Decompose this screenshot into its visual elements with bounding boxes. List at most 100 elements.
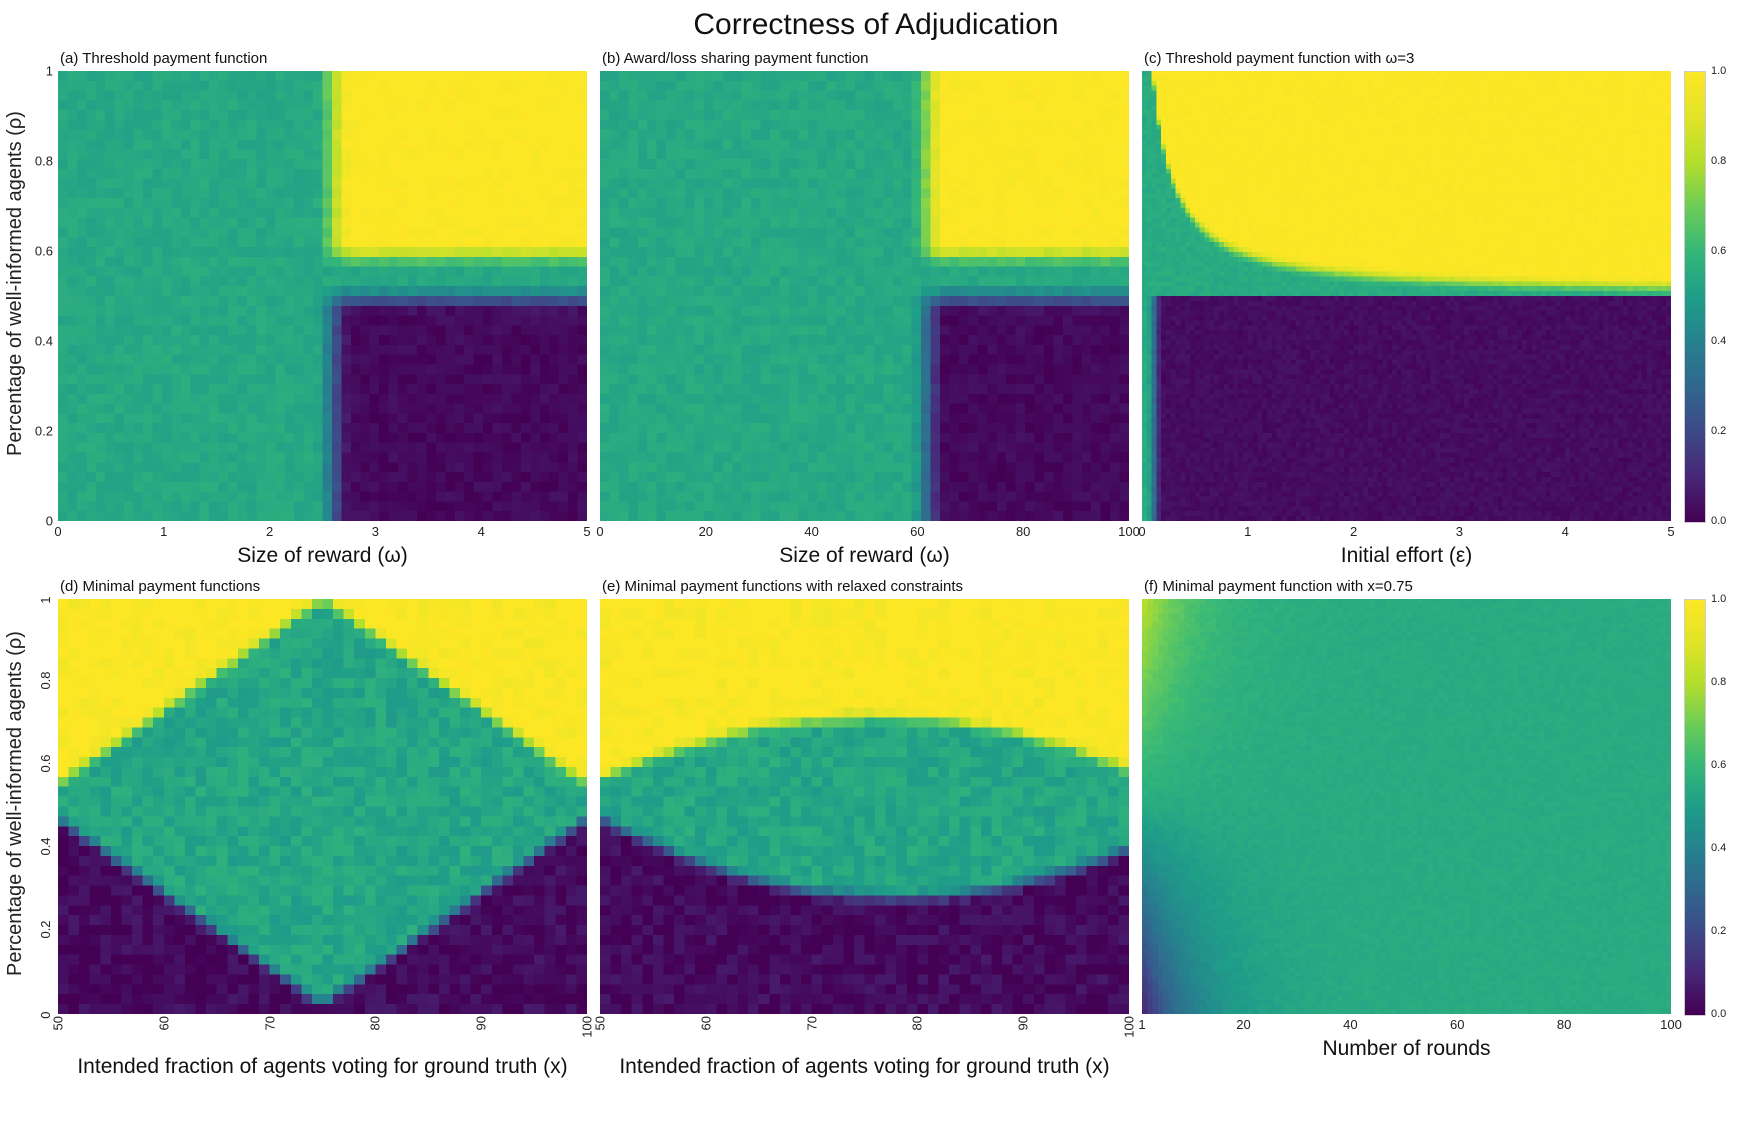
subplot-e: (e) Minimal payment functions with relax… (593, 578, 1137, 1089)
y-tick-label: 0.6 (34, 243, 53, 259)
y-tick-label: 0.4 (38, 837, 53, 856)
y-tick-label: 0.2 (34, 423, 53, 439)
row1-ylabel-col: Percentage of well-informed agents (ρ) (2, 50, 28, 578)
colorbar-tick-label: 0.0 (1711, 1008, 1727, 1020)
y-tick-label: 1 (45, 63, 53, 79)
subplot-e-title: (e) Minimal payment functions with relax… (602, 578, 963, 595)
colorbar-row2-ticks: 1.0 0.8 0.6 0.4 0.2 0.0 (1706, 593, 1744, 1020)
x-tick-label: 20 (698, 524, 714, 539)
colorbar-tick-label: 1.0 (1711, 593, 1727, 605)
subplot-b-xticks: 0 20 40 60 80 100 (596, 521, 1139, 541)
x-tick-label: 70 (804, 1016, 820, 1031)
heatmap-b (600, 71, 1129, 521)
subplot-b-title: (b) Award/loss sharing payment function (602, 50, 869, 67)
x-tick-label: 40 (1343, 1017, 1358, 1032)
subplot-c: (c) Threshold payment function with ω=3 … (1138, 50, 1675, 578)
x-tick-label: 1 (1138, 1017, 1146, 1032)
subplot-c-xticks: 0 1 2 3 4 5 (1138, 521, 1675, 541)
x-tick-label: 100 (1118, 524, 1140, 539)
x-tick-label: 5 (583, 524, 591, 539)
heatmap-e (600, 599, 1129, 1014)
figure-row-2: Percentage of well-informed agents (ρ) (… (0, 578, 1752, 1089)
y-tick-label: 0 (45, 513, 53, 529)
colorbar-row1-gradient (1684, 71, 1706, 523)
subplot-e-plot (600, 599, 1129, 1014)
subplot-c-plot (1142, 71, 1671, 521)
x-tick-label: 100 (1660, 1017, 1682, 1032)
x-tick-label: 5 (1667, 524, 1675, 539)
y-tick-label: 1 (38, 596, 53, 604)
colorbar-tick-label: 0.8 (1711, 676, 1727, 688)
subplot-c-title: (c) Threshold payment function with ω=3 (1144, 50, 1415, 67)
subplot-d-xticks: 50 60 70 80 90 100 (51, 1014, 595, 1052)
x-tick-label: 40 (804, 524, 819, 539)
figure-title: Correctness of Adjudication (693, 8, 1059, 41)
x-tick-label: 100 (1121, 1016, 1137, 1038)
subplot-f: (f) Minimal payment function with x=0.75… (1138, 578, 1681, 1071)
subplot-f-plot (1142, 599, 1671, 1014)
y-tick-label: 0.8 (34, 153, 53, 169)
heatmap-a (58, 71, 587, 521)
subplot-a-xlabel: Size of reward (ω) (237, 544, 408, 567)
y-tick-label: 0.2 (38, 920, 53, 939)
colorbar-tick-label: 0.6 (1711, 245, 1727, 257)
subplot-d-plot: 0 0.2 0.4 0.6 0.8 1 (38, 596, 587, 1019)
heatmap-d (58, 599, 587, 1014)
x-tick-label: 0 (1138, 524, 1146, 539)
subplot-b-xlabel: Size of reward (ω) (779, 544, 950, 567)
x-tick-label: 50 (592, 1016, 608, 1031)
subplot-f-xticks: 1 20 40 60 80 100 (1138, 1014, 1681, 1034)
colorbar-tick-label: 0.2 (1711, 925, 1727, 937)
x-tick-label: 1 (160, 524, 168, 539)
colorbar-row1: 1.0 0.8 0.6 0.4 0.2 0.0 (1684, 65, 1746, 527)
x-tick-label: 60 (156, 1016, 172, 1031)
subplot-e-xlabel: Intended fraction of agents voting for g… (619, 1055, 1110, 1078)
x-tick-label: 20 (1236, 1017, 1251, 1032)
figure-row-1: Percentage of well-informed agents (ρ) (… (0, 50, 1752, 578)
x-tick-label: 80 (367, 1016, 383, 1031)
subplot-a-plot: 0 0.2 0.4 0.6 0.8 1 (35, 64, 587, 529)
subplot-d-yticks: 0 0.2 0.4 0.6 0.8 1 (28, 596, 58, 1018)
y-tick-label: 0.8 (38, 671, 53, 690)
x-tick-label: 2 (1349, 524, 1358, 539)
subplot-b: (b) Award/loss sharing payment function … (596, 50, 1139, 578)
y-tick-label: 0.6 (38, 754, 53, 773)
x-tick-label: 4 (1561, 524, 1569, 539)
x-tick-label: 0 (54, 524, 62, 539)
x-tick-label: 80 (1015, 524, 1031, 539)
x-tick-label: 60 (1450, 1017, 1465, 1032)
row2-ylabel-col: Percentage of well-informed agents (ρ) (2, 578, 28, 1089)
colorbar-row2-gradient (1684, 599, 1706, 1016)
x-tick-label: 50 (50, 1016, 66, 1031)
x-tick-label: 60 (698, 1016, 714, 1031)
colorbar-row1-ticks: 1.0 0.8 0.6 0.4 0.2 0.0 (1706, 65, 1744, 527)
subplot-e-xticks: 50 60 70 80 90 100 (593, 1014, 1137, 1052)
colorbar-row2: 1.0 0.8 0.6 0.4 0.2 0.0 (1684, 593, 1746, 1020)
subplot-d: (d) Minimal payment functions 0 0.2 0.4 0.6… (38, 578, 595, 1089)
heatmap-c (1142, 71, 1671, 521)
colorbar-row2-col: 1.0 0.8 0.6 0.4 0.2 0.0 (1684, 578, 1746, 1020)
x-tick-label: 80 (909, 1016, 925, 1031)
subplot-a-yticks: 0 0.2 0.4 0.6 0.8 1 (28, 64, 58, 529)
subplot-d-xlabel: Intended fraction of agents voting for g… (77, 1055, 568, 1078)
colorbar-tick-label: 0.0 (1711, 515, 1727, 527)
row2-y-axis-label: Percentage of well-informed agents (ρ) (4, 631, 26, 976)
subplot-a-xticks: 0 1 2 3 4 5 (54, 521, 591, 541)
x-tick-label: 4 (477, 524, 485, 539)
colorbar-tick-label: 1.0 (1711, 65, 1727, 77)
subplot-a: (a) Threshold payment function 0 0.2 0.4 0.… (35, 50, 591, 578)
colorbar-tick-label: 0.4 (1711, 842, 1727, 854)
x-tick-label: 0 (596, 524, 604, 539)
colorbar-tick-label: 0.2 (1711, 425, 1727, 437)
subplot-f-xlabel: Number of rounds (1322, 1037, 1491, 1060)
x-tick-label: 3 (1455, 524, 1464, 539)
colorbar-row1-col: 1.0 0.8 0.6 0.4 0.2 0.0 (1684, 50, 1746, 527)
x-tick-label: 2 (265, 524, 274, 539)
x-tick-label: 3 (371, 524, 380, 539)
colorbar-tick-label: 0.6 (1711, 759, 1727, 771)
colorbar-tick-label: 0.4 (1711, 335, 1727, 347)
subplot-a-title: (a) Threshold payment function (60, 50, 268, 67)
x-tick-label: 70 (262, 1016, 278, 1031)
subplot-d-title: (d) Minimal payment functions (60, 578, 261, 595)
colorbar-tick-label: 0.8 (1711, 155, 1727, 167)
